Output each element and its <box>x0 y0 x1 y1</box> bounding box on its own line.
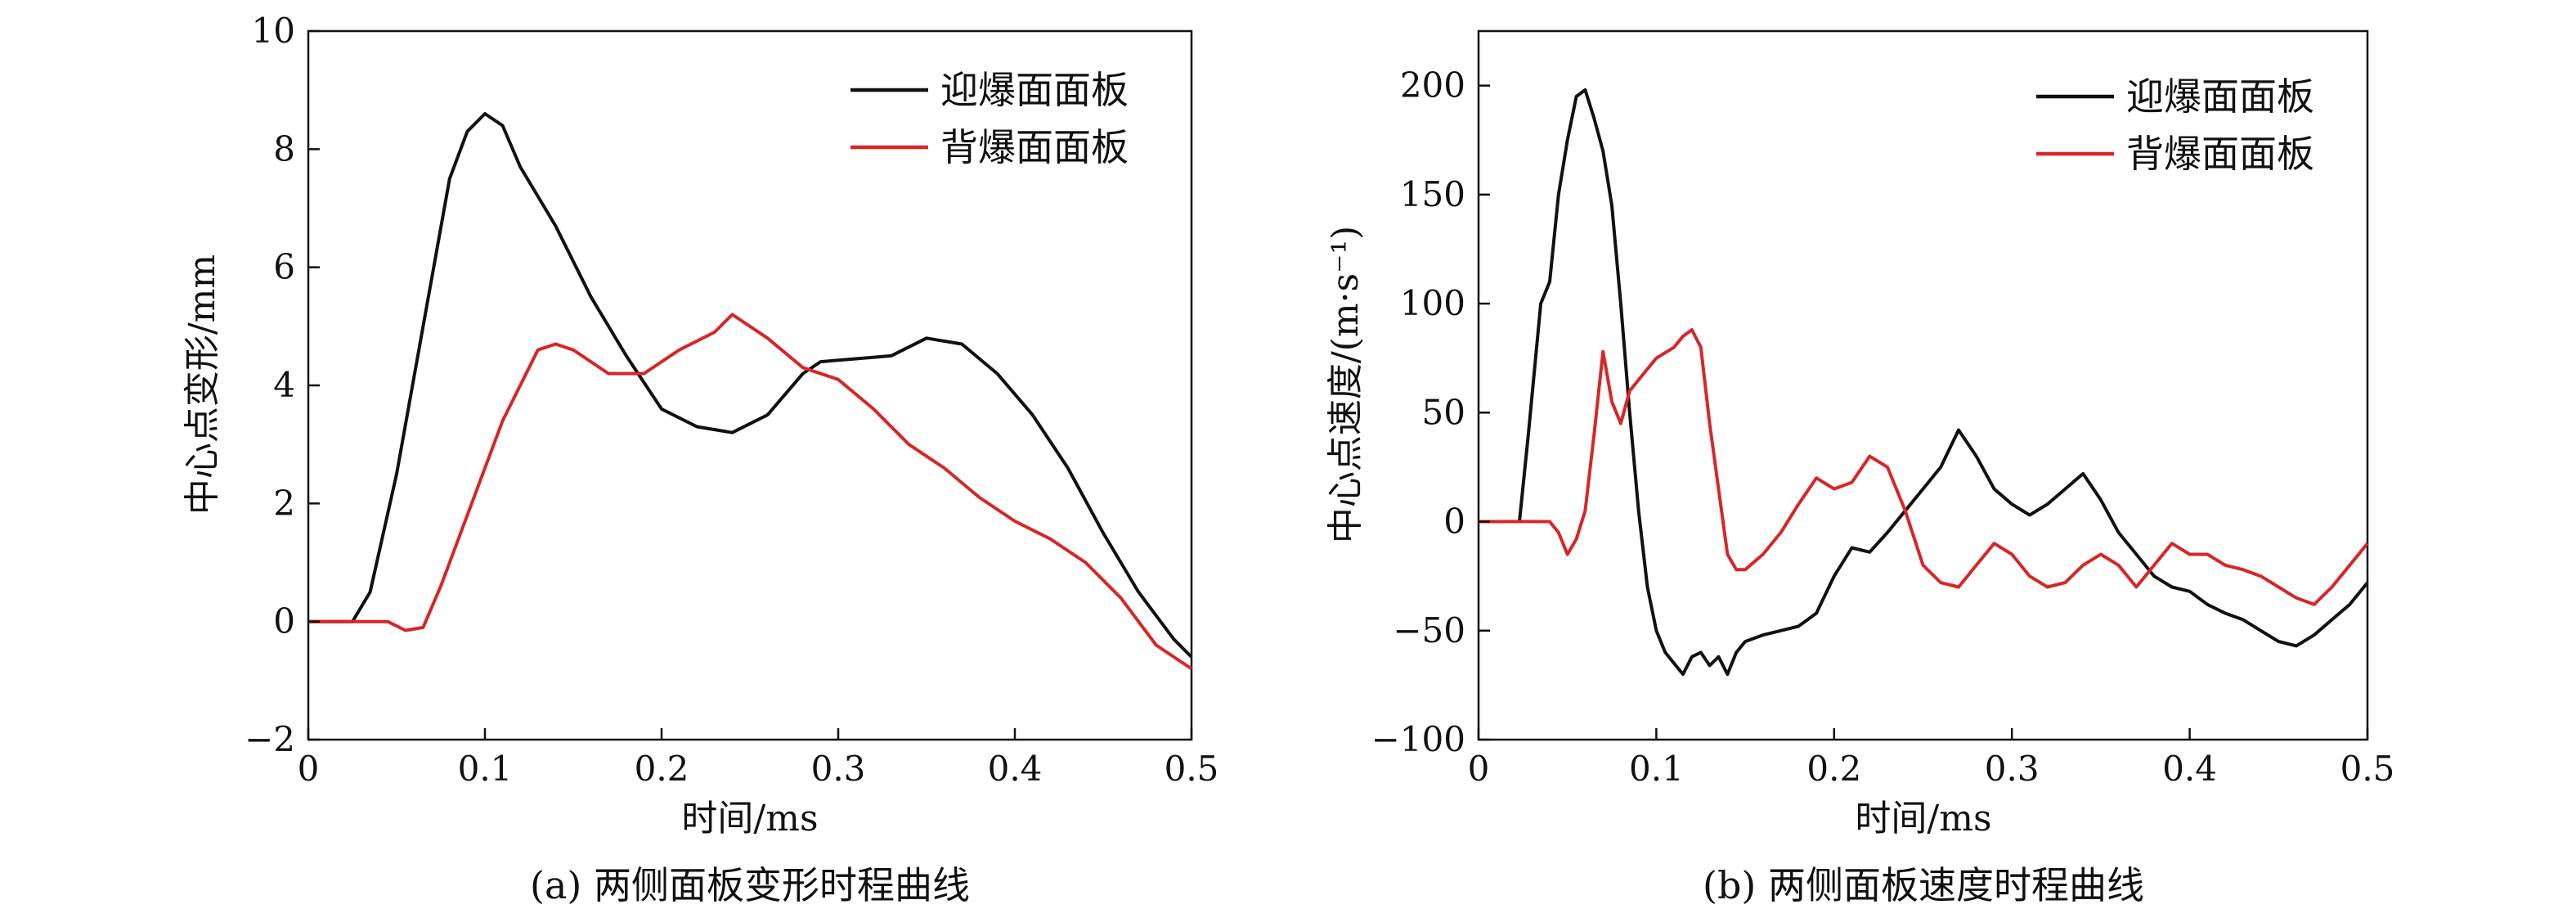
x-axis-ticks: 0 0.1 0.2 0.3 0.4 0.5 <box>1468 728 2395 789</box>
x-tick-label: 0.5 <box>2340 749 2395 789</box>
legend-label: 迎爆面面板 <box>940 68 1129 112</box>
series-line-back-panel <box>308 313 1193 671</box>
line-series-group <box>1479 88 2369 677</box>
x-tick-label: 0.5 <box>1165 749 1219 789</box>
y-tick-label: −50 <box>1393 610 1465 650</box>
series-line-front-panel <box>308 112 1193 659</box>
x-tick-label: 0.2 <box>635 749 689 789</box>
x-tick-label: 0.1 <box>458 749 513 789</box>
y-axis-label: 中心点速度/(m·s⁻¹) <box>1325 226 1367 543</box>
legend-label: 背爆面面板 <box>940 125 1129 169</box>
x-tick-label: 0.1 <box>1629 749 1684 789</box>
line-series-group <box>308 112 1193 671</box>
y-tick-label: 8 <box>273 128 295 169</box>
figure-caption: (a) 两侧面板变形时程曲线 <box>530 863 970 907</box>
y-tick-label: −100 <box>1371 719 1465 759</box>
legend-label: 迎爆面面板 <box>2126 74 2314 119</box>
x-tick-label: 0.4 <box>988 749 1043 789</box>
series-line-front-panel <box>1479 88 2369 677</box>
plot-frame <box>1477 29 2369 741</box>
x-tick-label: 0.2 <box>1806 749 1861 789</box>
x-axis-label: 时间/ms <box>681 798 818 839</box>
y-tick-label: 100 <box>1400 283 1465 323</box>
x-tick-label: 0 <box>298 749 320 789</box>
x-tick-label: 0.3 <box>1985 749 2040 789</box>
x-tick-label: 0.4 <box>2162 749 2217 789</box>
y-tick-label: −2 <box>245 719 295 759</box>
x-tick-label: 0 <box>1468 749 1490 789</box>
series-line-back-panel <box>1479 328 2369 606</box>
legend-label: 背爆面面板 <box>2126 132 2314 176</box>
y-tick-label: 4 <box>273 365 295 405</box>
y-axis-ticks: −2 0 2 4 6 8 10 <box>245 11 320 759</box>
figure-caption: (b) 两侧面板速度时程曲线 <box>1703 863 2144 907</box>
x-axis-ticks: 0 0.1 0.2 0.3 0.4 0.5 <box>298 728 1219 789</box>
y-tick-label: 50 <box>1422 392 1465 432</box>
y-axis-label: 中心点变形/mm <box>182 254 223 515</box>
y-tick-label: 2 <box>273 483 295 523</box>
chart-panel-b: −100 −50 0 50 100 150 200 0 0.1 0.2 0.3 0.4 0.5 迎爆面… <box>1325 29 2395 907</box>
y-tick-label: 150 <box>1400 174 1465 214</box>
y-tick-label: 10 <box>252 11 295 51</box>
y-axis-ticks: −100 −50 0 50 100 150 200 <box>1371 65 1490 759</box>
x-axis-label: 时间/ms <box>1855 798 1991 839</box>
y-tick-label: 200 <box>1400 65 1465 106</box>
y-tick-label: 6 <box>273 247 295 287</box>
y-tick-label: 0 <box>273 601 295 641</box>
x-tick-label: 0.3 <box>811 749 866 789</box>
y-tick-label: 0 <box>1443 502 1465 542</box>
